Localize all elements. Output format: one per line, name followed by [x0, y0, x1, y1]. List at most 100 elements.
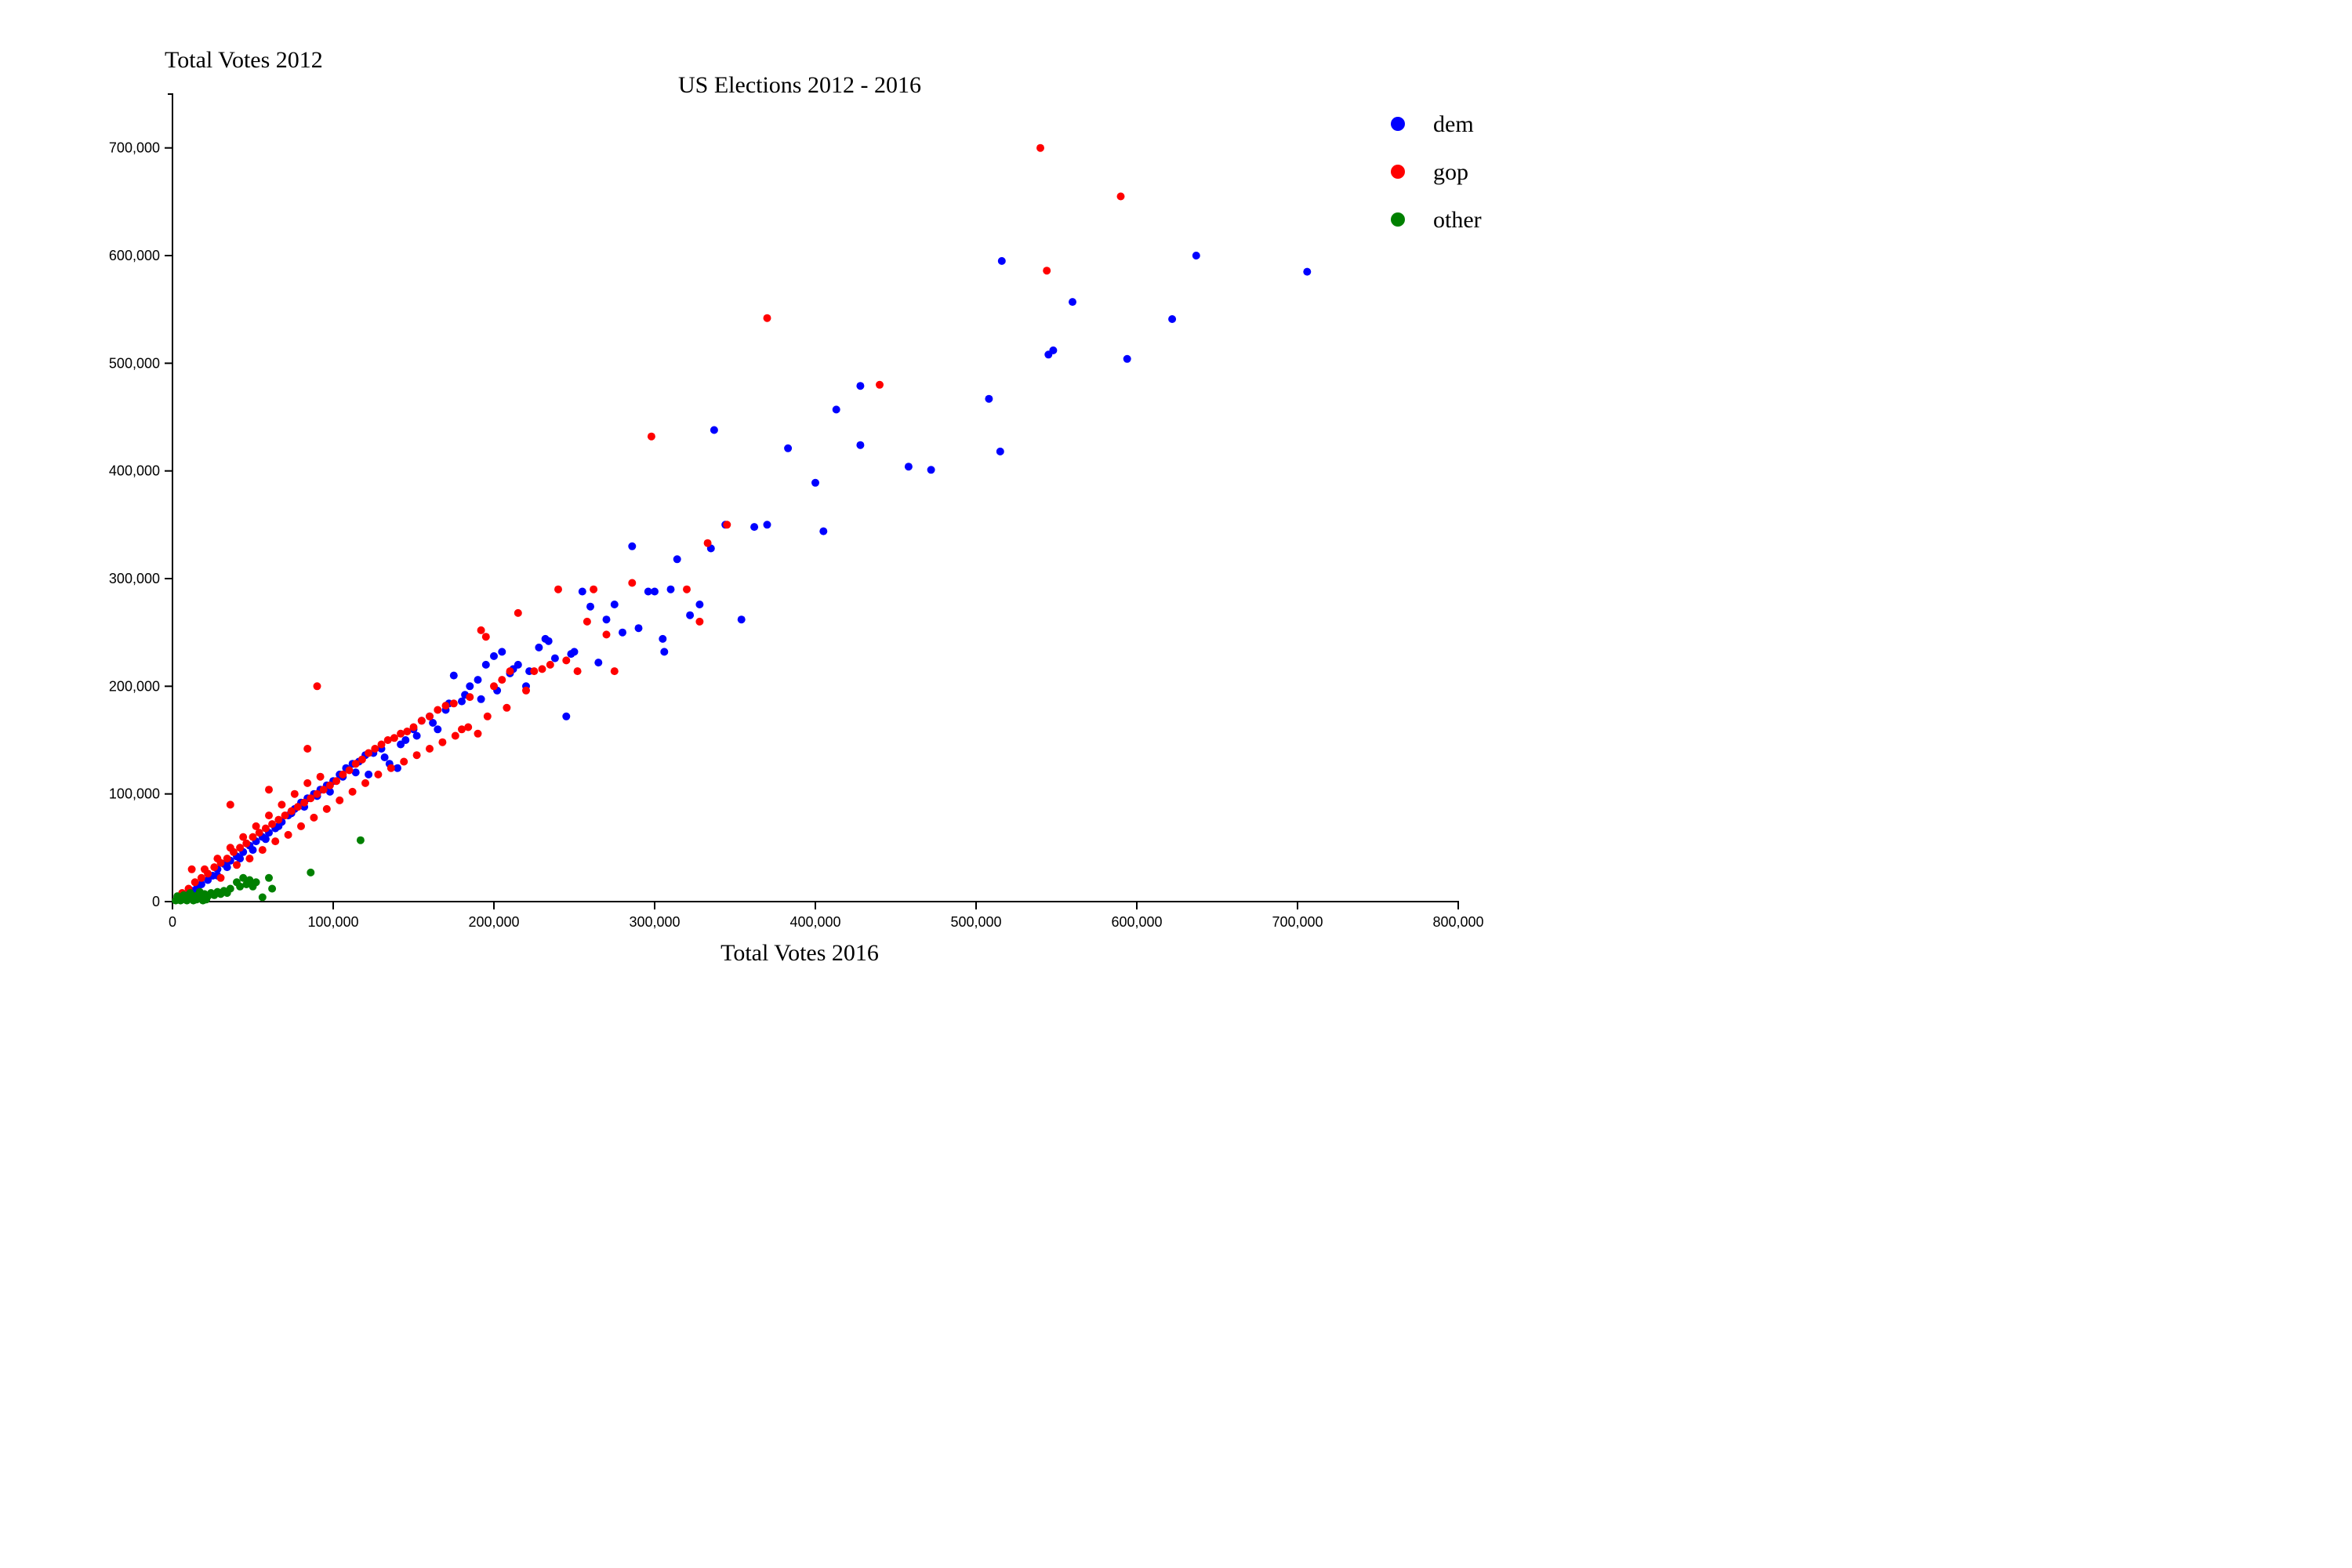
- point-dem: [562, 712, 571, 720]
- point-gop: [426, 712, 434, 720]
- point-dem: [365, 770, 373, 779]
- point-gop: [417, 717, 426, 725]
- point-dem: [236, 855, 245, 863]
- point-gop: [628, 579, 637, 587]
- point-gop: [876, 380, 884, 389]
- point-dem: [737, 615, 746, 624]
- point-gop: [514, 608, 522, 617]
- point-dem: [380, 753, 389, 761]
- point-gop: [703, 539, 712, 547]
- point-dem: [481, 660, 490, 669]
- point-gop: [249, 833, 257, 841]
- point-dem: [695, 601, 704, 608]
- point-dem: [223, 863, 231, 872]
- point-dem: [904, 463, 913, 471]
- y-tick-label: 400,000: [109, 463, 160, 479]
- point-gop: [281, 811, 289, 820]
- point-gop: [683, 585, 691, 593]
- point-other: [265, 873, 273, 882]
- point-other: [268, 884, 277, 893]
- point-dem: [686, 611, 695, 619]
- point-gop: [336, 796, 344, 804]
- x-tick-label: 800,000: [1432, 914, 1483, 930]
- point-gop: [383, 736, 392, 744]
- point-gop: [290, 789, 299, 798]
- point-gop: [403, 728, 412, 735]
- point-dem: [750, 523, 759, 532]
- x-axis: 0 100,000 200,000 300,000 400,000 500,000 600,…: [169, 901, 1484, 930]
- point-dem: [498, 648, 506, 656]
- point-gop: [351, 760, 360, 768]
- point-dem: [535, 643, 543, 652]
- legend-marker-gop: [1391, 165, 1405, 179]
- point-dem: [610, 601, 619, 608]
- point-gop: [313, 789, 321, 798]
- point-dem: [651, 587, 659, 596]
- point-gop: [339, 770, 347, 779]
- y-tick-label: 100,000: [109, 786, 160, 802]
- y-tick-label: 600,000: [109, 248, 160, 263]
- point-gop: [287, 807, 296, 815]
- point-gop: [490, 682, 498, 691]
- point-gop: [409, 723, 418, 731]
- point-dem: [594, 659, 603, 667]
- point-dem: [466, 682, 474, 691]
- point-gop: [213, 855, 222, 863]
- point-dem: [927, 466, 935, 474]
- x-tick-label: 500,000: [950, 914, 1001, 930]
- point-dem: [578, 587, 586, 596]
- point-gop: [319, 786, 328, 794]
- point-other: [195, 887, 204, 896]
- point-dem: [261, 835, 270, 844]
- point-gop: [723, 521, 731, 529]
- point-dem: [325, 787, 334, 796]
- point-gop: [610, 667, 619, 676]
- point-gop: [271, 837, 280, 846]
- point-gop: [210, 863, 219, 872]
- point-dem: [996, 447, 1004, 456]
- point-gop: [374, 770, 383, 779]
- point-gop: [451, 731, 459, 740]
- point-gop: [458, 725, 466, 734]
- point-gop: [562, 656, 571, 665]
- point-gop: [322, 804, 331, 813]
- point-dem: [856, 382, 865, 390]
- x-tick-label: 300,000: [629, 914, 680, 930]
- point-gop: [216, 873, 225, 882]
- point-dem: [397, 740, 405, 749]
- y-axis: 0 100,000 200,000 300,000 400,000 500,000 600,…: [109, 93, 173, 909]
- point-gop: [530, 667, 539, 676]
- point-gop: [348, 787, 357, 796]
- point-gop: [358, 755, 366, 764]
- point-gop: [438, 738, 447, 746]
- point-gop: [397, 729, 405, 738]
- y-axis-line: [168, 93, 173, 902]
- point-gop: [268, 820, 277, 829]
- point-gop: [464, 723, 473, 731]
- x-tick-label: 600,000: [1111, 914, 1162, 930]
- point-gop: [303, 745, 312, 753]
- point-gop: [554, 585, 562, 593]
- point-dem: [274, 822, 283, 830]
- point-gop: [345, 766, 354, 775]
- x-tick-label: 100,000: [307, 914, 358, 930]
- point-dem: [449, 671, 458, 680]
- point-dem: [619, 628, 626, 637]
- point-gop: [583, 617, 591, 626]
- point-gop: [297, 822, 305, 830]
- point-gop: [223, 855, 231, 863]
- point-gop: [265, 786, 273, 794]
- point-gop: [239, 833, 248, 841]
- point-dem: [811, 478, 819, 487]
- point-gop: [602, 630, 611, 639]
- legend: dem gop other: [1391, 111, 1482, 233]
- point-dem: [832, 405, 840, 414]
- point-gop: [265, 811, 273, 820]
- point-dem: [763, 521, 771, 529]
- point-other: [307, 868, 315, 877]
- point-dem: [394, 764, 401, 772]
- point-dem: [1069, 298, 1076, 307]
- point-dem: [477, 695, 485, 703]
- point-gop: [245, 855, 254, 863]
- point-dem: [544, 637, 553, 645]
